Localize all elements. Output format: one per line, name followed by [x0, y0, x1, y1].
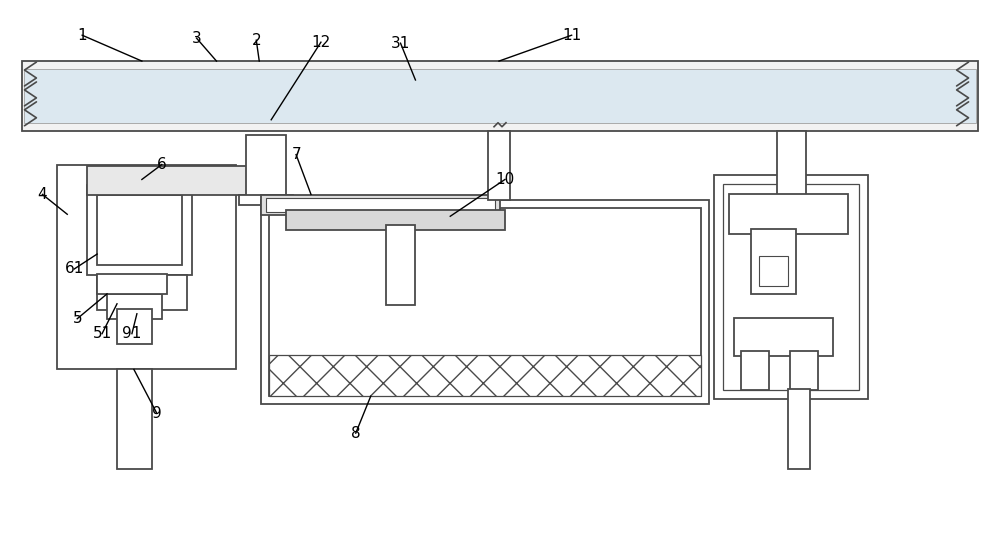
Bar [788, 389, 810, 469]
Bar [714, 176, 868, 399]
Bar [57, 164, 236, 370]
Bar [87, 185, 192, 275]
Bar [97, 274, 167, 294]
Bar [269, 355, 701, 396]
Bar [246, 135, 286, 200]
Bar [488, 131, 510, 200]
Bar [734, 318, 833, 356]
Text: 3: 3 [192, 30, 201, 46]
Bar [117, 309, 152, 343]
Text: 4: 4 [38, 187, 47, 202]
Text: 91: 91 [122, 326, 142, 341]
Bar [777, 131, 806, 200]
Bar [386, 225, 415, 305]
Bar [759, 256, 788, 286]
Bar [266, 198, 495, 213]
Text: 2: 2 [251, 33, 261, 48]
Bar [107, 294, 162, 319]
Bar [97, 275, 187, 310]
Bar [790, 350, 818, 390]
Text: 5: 5 [72, 311, 82, 326]
Bar [261, 195, 500, 215]
Text: 9: 9 [152, 406, 162, 421]
Text: 31: 31 [391, 36, 410, 51]
Bar [751, 229, 796, 294]
Text: 12: 12 [311, 35, 331, 50]
Text: 6: 6 [157, 157, 167, 172]
Text: 61: 61 [65, 262, 84, 277]
Bar [117, 370, 152, 469]
Text: 51: 51 [92, 326, 112, 341]
Bar [261, 200, 709, 404]
Bar [24, 69, 976, 123]
Text: 10: 10 [495, 172, 515, 187]
Bar [723, 184, 859, 390]
Text: 8: 8 [351, 426, 361, 441]
Text: 7: 7 [291, 147, 301, 162]
Bar [729, 194, 848, 234]
Bar [239, 195, 293, 205]
Bar [269, 208, 701, 396]
Bar [22, 61, 978, 131]
Bar [286, 210, 505, 230]
Text: 1: 1 [77, 28, 87, 43]
Bar [97, 195, 182, 265]
Bar [741, 350, 769, 390]
Text: 11: 11 [562, 28, 581, 43]
Bar [87, 166, 261, 195]
